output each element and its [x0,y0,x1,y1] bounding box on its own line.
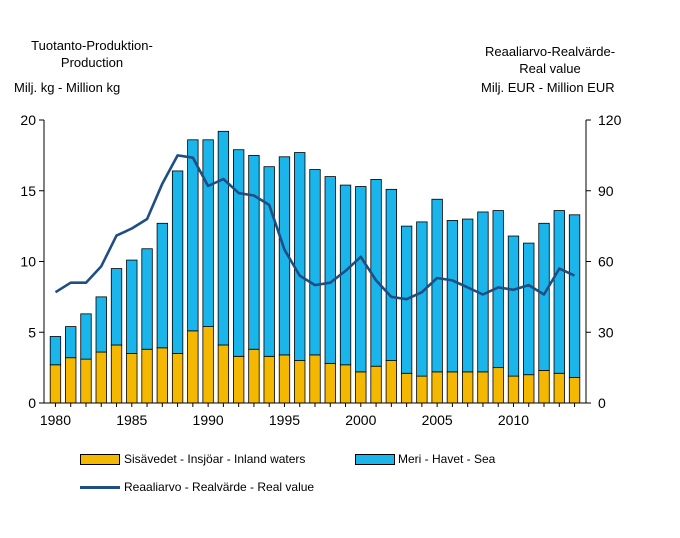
bar-inland-2013 [553,372,565,404]
series-line-real-value [54,154,576,301]
bar-inland-1992 [233,355,245,404]
bar-sea-2012 [538,222,550,371]
bar-inland-1994 [263,355,275,404]
bar-inland-1986 [141,348,153,404]
x-tick-label-1980: 1980 [40,412,71,428]
left-axis-title-line2: Production [60,55,124,70]
right-axis-unit: Milj. EUR - Million EUR [481,80,615,95]
bar-inland-2001 [370,365,382,404]
bar-inland-2000 [355,371,367,404]
bar-inland-2009 [492,367,504,404]
bar-sea-1995 [278,156,291,356]
bar-inland-2008 [477,371,489,404]
bar-sea-1997 [309,169,321,356]
legend-label-inland: Sisävedet - Insjöar - Inland waters [124,452,306,466]
bar-inland-2002 [385,360,397,404]
bar-inland-1993 [248,348,260,404]
right-tick-label-60: 60 [598,254,614,270]
bar-inland-2010 [507,375,520,404]
bar-sea-1986 [141,248,153,350]
x-tick-label-1990: 1990 [193,412,224,428]
x-tick-label-1985: 1985 [116,412,147,428]
right-tick-label-90: 90 [598,183,614,199]
right-axis-title-line1: Reaaliarvo-Realvärde- [484,44,616,59]
bar-sea-1994 [263,166,275,357]
bar-sea-2010 [507,235,520,377]
left-tick-label-15: 15 [20,183,36,199]
bar-inland-1981 [65,357,77,404]
legend-swatch-sea [355,454,395,465]
legend-line-real-value [80,486,120,489]
bar-inland-2003 [400,372,413,404]
bar-inland-2006 [446,371,459,404]
bar-inland-1998 [324,362,336,404]
bar-sea-1992 [233,149,245,357]
bar-inland-2011 [523,374,535,404]
bar-sea-2004 [416,221,428,377]
bar-sea-1991 [217,130,230,346]
left-tick-label-10: 10 [20,254,36,270]
right-tick-label-30: 30 [598,324,614,340]
left-axis-unit: Milj. kg - Million kg [14,80,121,95]
bar-inland-1995 [278,354,291,404]
bar-sea-1998 [324,176,336,364]
legend-swatch-inland [80,454,120,465]
bar-sea-2000 [355,186,367,373]
legend-label-sea: Meri - Havet - Sea [398,452,496,466]
bar-inland-1996 [294,360,306,404]
bar-sea-2014 [568,214,581,378]
bar-sea-2007 [462,218,474,373]
bar-sea-1981 [65,326,77,359]
bar-inland-2007 [462,371,474,404]
bar-sea-1993 [248,154,260,350]
bar-sea-1996 [294,152,306,361]
bar-inland-1987 [156,347,168,404]
bar-inland-1985 [126,353,138,404]
left-tick-label-20: 20 [20,112,36,128]
bar-inland-1990 [202,326,214,404]
x-tick-label-1995: 1995 [269,412,300,428]
left-tick-label-0: 0 [28,395,36,411]
bar-sea-1984 [110,268,123,346]
x-tick-label-2005: 2005 [422,412,453,428]
x-tick-label-2010: 2010 [498,412,529,428]
bar-inland-1991 [217,344,230,404]
bar-inland-1989 [187,330,199,404]
bar-sea-2011 [523,242,535,376]
bar-sea-1987 [156,222,168,349]
bar-inland-1982 [80,358,92,404]
legend-label-real-value: Reaaliarvo - Realvärde - Real value [124,480,315,494]
bar-sea-2006 [446,220,459,373]
left-tick-label-5: 5 [28,324,36,340]
bar-sea-1985 [126,259,138,354]
bar-inland-1988 [171,353,184,404]
right-tick-label-120: 120 [598,112,622,128]
bar-sea-1989 [187,139,199,332]
bar-inland-2014 [568,377,581,404]
bar-inland-2004 [416,375,428,404]
bar-sea-1983 [95,296,107,353]
bar-sea-1982 [80,313,92,360]
bar-sea-1990 [202,139,214,327]
bar-sea-2013 [553,210,565,374]
right-axis-title-line2: Real value [519,61,581,76]
x-tick-label-2000: 2000 [345,412,376,428]
bar-inland-1999 [339,364,352,404]
bar-sea-1980 [49,336,62,366]
bar-inland-2005 [431,371,443,404]
bar-inland-1983 [95,351,107,404]
left-axis-title-line1: Tuotanto-Produktion- [31,38,153,53]
bar-inland-1980 [49,364,62,404]
bar-inland-1997 [309,354,321,404]
bar-sea-2002 [385,188,397,361]
bar-sea-1988 [171,170,184,354]
right-tick-label-0: 0 [598,395,606,411]
bar-inland-1984 [110,344,123,404]
bar-sea-2005 [431,198,443,373]
bar-inland-2012 [538,370,550,404]
